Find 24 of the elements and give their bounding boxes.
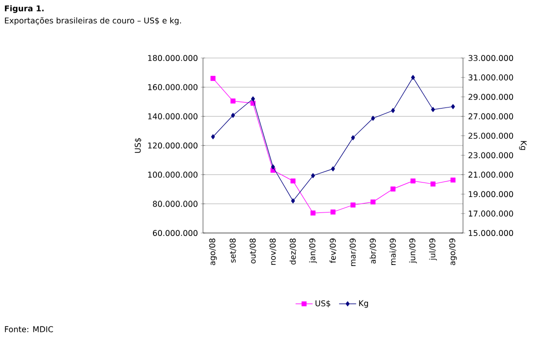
point [230,98,236,104]
point [290,178,296,184]
point [331,166,335,172]
point [291,198,295,204]
point [351,135,355,140]
point [210,76,216,81]
point [311,173,315,178]
point [450,178,456,183]
point [251,96,255,102]
point [271,164,275,170]
point [410,178,416,184]
point [391,108,395,113]
point [430,182,436,186]
point [371,116,375,121]
point [390,186,396,192]
point [330,210,336,214]
point [431,107,435,112]
point [310,210,316,216]
point [350,202,356,208]
point [451,104,455,110]
point [411,74,415,80]
point [231,112,235,118]
point [211,134,215,140]
point [370,199,376,204]
